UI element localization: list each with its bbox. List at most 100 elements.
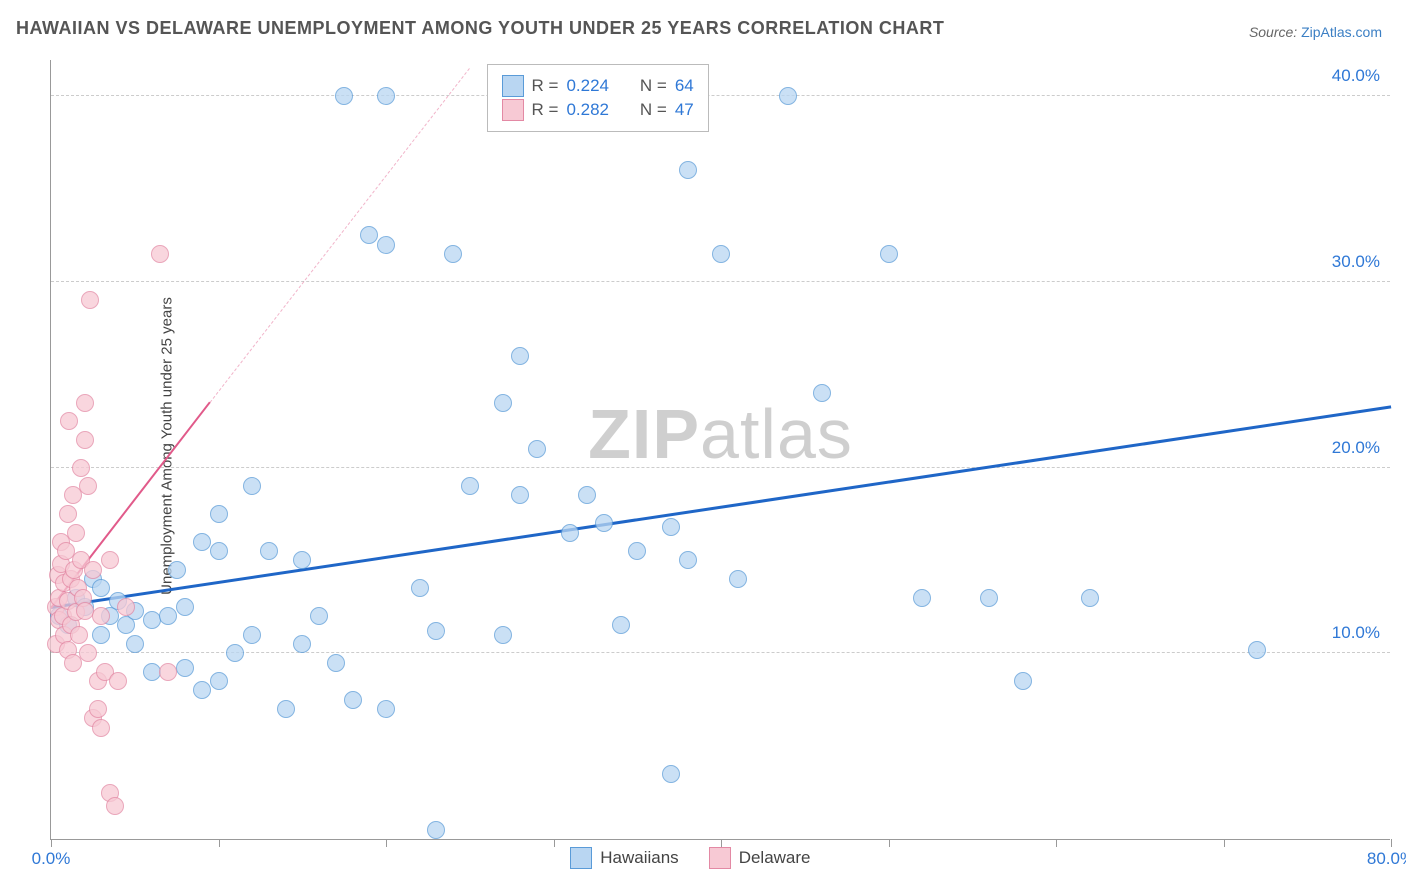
data-point xyxy=(84,561,102,579)
data-point xyxy=(277,700,295,718)
data-point xyxy=(913,589,931,607)
legend-swatch xyxy=(570,847,592,869)
legend-stats: R =0.224 N =64R =0.282 N =47 xyxy=(487,64,709,132)
data-point xyxy=(159,607,177,625)
tick-mark-x xyxy=(721,839,722,847)
data-point xyxy=(92,579,110,597)
watermark-bold: ZIP xyxy=(588,395,700,473)
data-point xyxy=(712,245,730,263)
chart-title: HAWAIIAN VS DELAWARE UNEMPLOYMENT AMONG … xyxy=(16,18,944,39)
gridline-h xyxy=(51,281,1390,282)
data-point xyxy=(779,87,797,105)
data-point xyxy=(59,505,77,523)
legend-r-label: R = xyxy=(532,76,559,96)
legend-item: Delaware xyxy=(709,847,811,869)
data-point xyxy=(106,797,124,815)
data-point xyxy=(176,598,194,616)
data-point xyxy=(81,291,99,309)
data-point xyxy=(427,622,445,640)
data-point xyxy=(92,607,110,625)
legend-series: Hawaiians Delaware xyxy=(570,847,810,869)
gridline-h xyxy=(51,95,1390,96)
data-point xyxy=(210,672,228,690)
y-tick-label: 30.0% xyxy=(1332,252,1380,272)
data-point xyxy=(117,598,135,616)
tick-mark-x xyxy=(1391,839,1392,847)
data-point xyxy=(210,542,228,560)
data-point xyxy=(377,236,395,254)
data-point xyxy=(79,477,97,495)
source-attribution: Source: ZipAtlas.com xyxy=(1249,24,1382,40)
gridline-h xyxy=(51,652,1390,653)
data-point xyxy=(79,644,97,662)
data-point xyxy=(461,477,479,495)
data-point xyxy=(1081,589,1099,607)
watermark-rest: atlas xyxy=(700,395,853,473)
data-point xyxy=(729,570,747,588)
y-tick-label: 40.0% xyxy=(1332,66,1380,86)
data-point xyxy=(511,347,529,365)
data-point xyxy=(494,394,512,412)
data-point xyxy=(578,486,596,504)
data-point xyxy=(679,551,697,569)
legend-swatch xyxy=(709,847,731,869)
data-point xyxy=(494,626,512,644)
data-point xyxy=(679,161,697,179)
data-point xyxy=(595,514,613,532)
gridline-h xyxy=(51,467,1390,468)
legend-n-value: 64 xyxy=(675,76,694,96)
data-point xyxy=(612,616,630,634)
data-point xyxy=(444,245,462,263)
data-point xyxy=(159,663,177,681)
source-link[interactable]: ZipAtlas.com xyxy=(1301,24,1382,40)
data-point xyxy=(335,87,353,105)
data-point xyxy=(101,551,119,569)
tick-mark-x xyxy=(386,839,387,847)
tick-mark-x xyxy=(1056,839,1057,847)
data-point xyxy=(210,505,228,523)
y-tick-label: 20.0% xyxy=(1332,438,1380,458)
legend-swatch xyxy=(502,75,524,97)
data-point xyxy=(243,477,261,495)
data-point xyxy=(813,384,831,402)
data-point xyxy=(360,226,378,244)
data-point xyxy=(67,524,85,542)
x-tick-label: 80.0% xyxy=(1367,849,1406,869)
data-point xyxy=(92,719,110,737)
data-point xyxy=(109,672,127,690)
trend-line-dashed xyxy=(210,67,470,402)
data-point xyxy=(1248,641,1266,659)
y-tick-label: 10.0% xyxy=(1332,623,1380,643)
data-point xyxy=(344,691,362,709)
legend-n-label: N = xyxy=(630,76,666,96)
legend-item: Hawaiians xyxy=(570,847,678,869)
data-point xyxy=(70,626,88,644)
tick-mark-x xyxy=(554,839,555,847)
data-point xyxy=(243,626,261,644)
tick-mark-x xyxy=(51,839,52,847)
data-point xyxy=(327,654,345,672)
tick-mark-x xyxy=(889,839,890,847)
data-point xyxy=(427,821,445,839)
tick-mark-x xyxy=(1224,839,1225,847)
data-point xyxy=(76,431,94,449)
tick-mark-x xyxy=(219,839,220,847)
data-point xyxy=(561,524,579,542)
data-point xyxy=(260,542,278,560)
data-point xyxy=(143,663,161,681)
x-tick-label: 0.0% xyxy=(32,849,71,869)
data-point xyxy=(226,644,244,662)
data-point xyxy=(411,579,429,597)
data-point xyxy=(1014,672,1032,690)
data-point xyxy=(980,589,998,607)
data-point xyxy=(293,551,311,569)
legend-n-value: 47 xyxy=(675,100,694,120)
data-point xyxy=(151,245,169,263)
data-point xyxy=(377,87,395,105)
data-point xyxy=(92,626,110,644)
legend-swatch xyxy=(502,99,524,121)
watermark: ZIPatlas xyxy=(588,394,853,474)
data-point xyxy=(310,607,328,625)
data-point xyxy=(528,440,546,458)
data-point xyxy=(880,245,898,263)
